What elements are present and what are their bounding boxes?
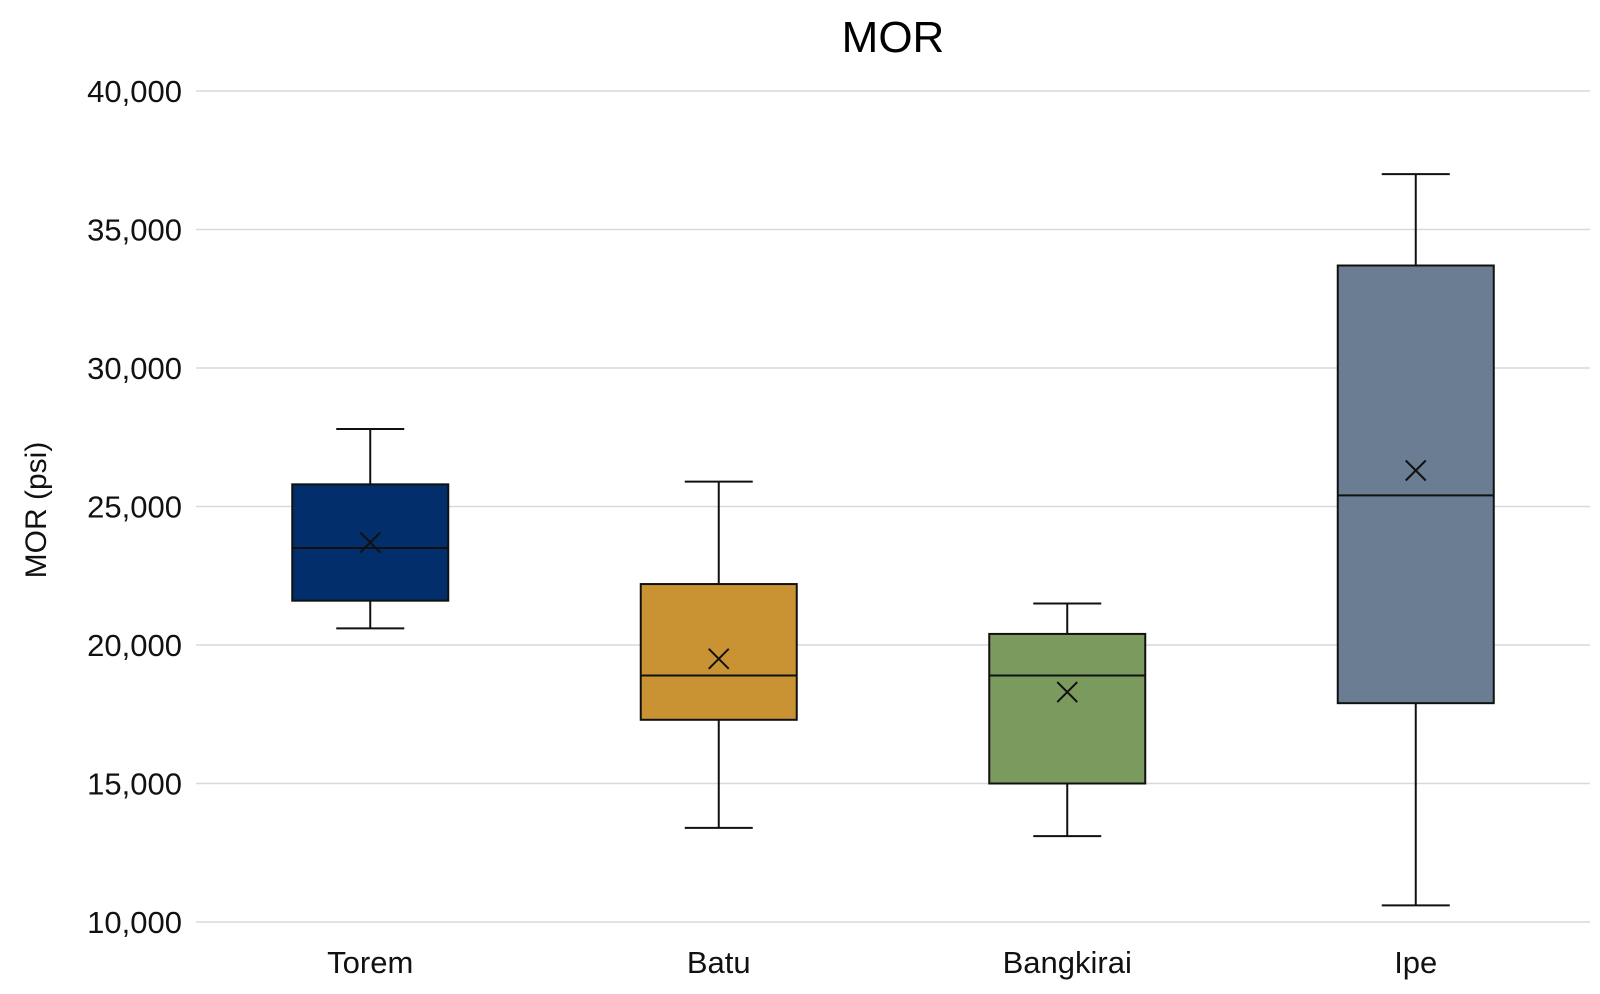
y-tick-label: 15,000 <box>87 767 182 802</box>
y-tick-label: 35,000 <box>87 213 182 248</box>
x-category-label: Ipe <box>1394 945 1437 980</box>
x-category-label: Torem <box>327 945 413 980</box>
x-axis-categories: Torem Batu Bangkirai Ipe <box>327 945 1437 980</box>
chart-title: MOR <box>842 13 945 62</box>
mean-marker <box>1405 459 1427 482</box>
y-axis-title: MOR (psi) <box>20 442 53 579</box>
y-tick-label: 30,000 <box>87 351 182 386</box>
iqr-box <box>1336 264 1495 705</box>
box-group-bangkirai <box>988 602 1147 838</box>
y-tick-label: 25,000 <box>87 490 182 525</box>
y-tick-label: 20,000 <box>87 628 182 663</box>
mean-marker <box>359 531 381 554</box>
box-plots <box>291 173 1495 907</box>
x-category-label: Bangkirai <box>1003 945 1132 980</box>
iqr-box <box>639 583 798 721</box>
y-axis-ticks: 10,000 15,000 20,000 25,000 30,000 35,000 40,0… <box>87 74 182 940</box>
mean-marker <box>708 648 730 670</box>
mean-marker <box>1056 681 1078 703</box>
y-tick-label: 10,000 <box>87 905 182 940</box>
box-group-torem <box>291 427 450 630</box>
box-group-ipe <box>1336 173 1495 907</box>
x-category-label: Batu <box>687 945 751 980</box>
iqr-box <box>988 632 1147 785</box>
y-tick-label: 40,000 <box>87 74 182 109</box>
box-group-batu <box>639 480 798 829</box>
